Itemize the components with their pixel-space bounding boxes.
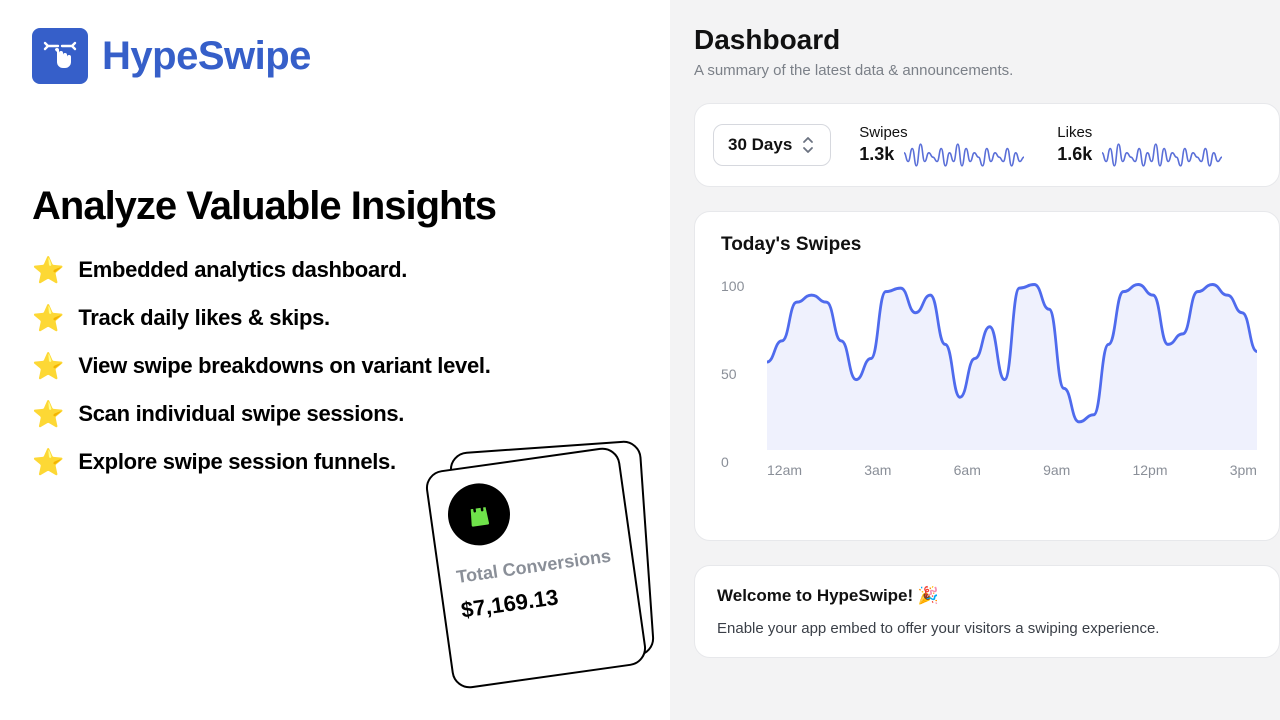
welcome-title: Welcome to HypeSwipe! 🎉 (717, 586, 1257, 606)
y-tick-label: 0 (721, 454, 729, 470)
today-swipes-card: Today's Swipes 100 50 0 12am 3am 6am 9am… (694, 211, 1280, 541)
headline: Analyze Valuable Insights (32, 184, 638, 229)
date-range-label: 30 Days (728, 135, 792, 155)
welcome-body: Enable your app embed to offer your visi… (717, 620, 1257, 637)
feature-item: ⭐ Scan individual swipe sessions. (32, 401, 638, 427)
metric-likes: Likes 1.6k (1057, 124, 1227, 167)
metric-swipes: Swipes 1.3k (859, 124, 1029, 167)
y-tick-label: 100 (721, 278, 744, 294)
shopping-bag-icon (462, 497, 496, 531)
feature-item: ⭐ Track daily likes & skips. (32, 305, 638, 331)
star-icon: ⭐ (32, 305, 64, 331)
today-swipes-chart: 100 50 0 12am 3am 6am 9am 12pm 3pm (721, 274, 1257, 474)
feature-text: Scan individual swipe sessions. (78, 401, 404, 427)
likes-sparkline (1102, 143, 1222, 167)
stepper-chevrons-icon (802, 136, 816, 154)
star-icon: ⭐ (32, 401, 64, 427)
star-icon: ⭐ (32, 449, 64, 475)
x-tick-label: 12am (767, 462, 802, 478)
feature-list: ⭐ Embedded analytics dashboard. ⭐ Track … (32, 257, 638, 475)
welcome-card: Welcome to HypeSwipe! 🎉 Enable your app … (694, 565, 1280, 658)
metric-value: 1.6k (1057, 144, 1092, 165)
dashboard-subtitle: A summary of the latest data & announcem… (694, 62, 1280, 79)
star-icon: ⭐ (32, 353, 64, 379)
feature-item: ⭐ View swipe breakdowns on variant level… (32, 353, 638, 379)
metric-value: 1.3k (859, 144, 894, 165)
y-tick-label: 50 (721, 366, 737, 382)
today-swipes-svg (767, 274, 1257, 450)
dashboard-title: Dashboard (694, 24, 1280, 56)
today-swipes-title: Today's Swipes (721, 234, 1257, 256)
feature-item: ⭐ Embedded analytics dashboard. (32, 257, 638, 283)
x-tick-label: 9am (1043, 462, 1070, 478)
date-range-selector[interactable]: 30 Days (713, 124, 831, 166)
conversions-card-stack: Total Conversions $7,169.13 (438, 450, 658, 710)
x-tick-label: 6am (954, 462, 981, 478)
brand-logo (32, 28, 88, 84)
feature-text: Explore swipe session funnels. (78, 449, 395, 475)
stats-bar: 30 Days Swipes 1.3k Likes 1.6k (694, 103, 1280, 187)
x-tick-label: 3am (864, 462, 891, 478)
x-tick-label: 12pm (1132, 462, 1167, 478)
dashboard-panel: Dashboard A summary of the latest data &… (670, 0, 1280, 720)
brand: HypeSwipe (32, 28, 638, 84)
conversions-card: Total Conversions $7,169.13 (424, 445, 649, 690)
feature-text: View swipe breakdowns on variant level. (78, 353, 490, 379)
star-icon: ⭐ (32, 257, 64, 283)
feature-text: Track daily likes & skips. (78, 305, 329, 331)
x-axis: 12am 3am 6am 9am 12pm 3pm (767, 462, 1257, 478)
swipe-hand-icon (42, 38, 78, 74)
metric-label: Likes (1057, 124, 1227, 141)
x-tick-label: 3pm (1230, 462, 1257, 478)
feature-text: Embedded analytics dashboard. (78, 257, 407, 283)
swipes-sparkline (904, 143, 1024, 167)
metric-label: Swipes (859, 124, 1029, 141)
brand-name: HypeSwipe (102, 34, 311, 79)
conversions-icon-circle (444, 479, 514, 549)
